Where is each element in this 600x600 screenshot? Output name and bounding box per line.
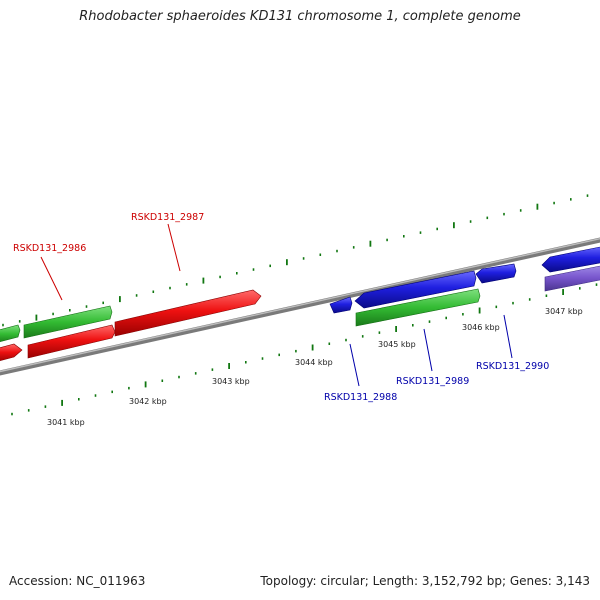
kbp-label-3041: 3041 kbp xyxy=(47,418,85,427)
gene-label-rskd131-2989[interactable]: RSKD131_2989 xyxy=(396,376,469,387)
gene-label-rskd131-2990[interactable]: RSKD131_2990 xyxy=(476,361,549,372)
gene-rskd131-2989[interactable] xyxy=(354,270,477,309)
backbone-highlight xyxy=(0,237,600,373)
gene-rskd131-2987[interactable] xyxy=(114,289,262,337)
gene-red-2986b[interactable] xyxy=(27,324,116,359)
kbp-label-3044: 3044 kbp xyxy=(295,358,333,367)
leader-rskd131-2990 xyxy=(503,314,513,359)
kbp-label-3043: 3043 kbp xyxy=(212,377,250,386)
gene-label-rskd131-2986[interactable]: RSKD131_2986 xyxy=(13,243,86,254)
leader-rskd131-2988 xyxy=(349,343,360,387)
genome-stats-text: Topology: circular; Length: 3,152,792 bp… xyxy=(260,574,590,588)
gene-rskd131-2986[interactable] xyxy=(23,305,113,339)
leader-rskd131-2986 xyxy=(40,256,63,301)
gene-green-partial-left[interactable] xyxy=(0,324,21,343)
kbp-label-3046: 3046 kbp xyxy=(462,323,500,332)
leader-rskd131-2987 xyxy=(167,223,181,272)
kbp-label-3047: 3047 kbp xyxy=(545,307,583,316)
gene-label-rskd131-2988[interactable]: RSKD131_2988 xyxy=(324,392,397,403)
inner-tick-row xyxy=(11,283,598,416)
gene-label-rskd131-2987[interactable]: RSKD131_2987 xyxy=(131,212,204,223)
kbp-label-3045: 3045 kbp xyxy=(378,340,416,349)
chromosome-backbone xyxy=(0,237,600,376)
gene-rskd131-2990[interactable] xyxy=(475,263,517,284)
gene-purple-partial-right[interactable] xyxy=(544,265,600,292)
accession-text: Accession: NC_011963 xyxy=(9,574,146,588)
map-title: Rhodobacter sphaeroides KD131 chromosome… xyxy=(79,9,521,24)
gene-green-2989b[interactable] xyxy=(355,288,481,327)
gene-blue-partial-right[interactable] xyxy=(541,246,600,273)
kbp-label-3042: 3042 kbp xyxy=(129,397,167,406)
outer-tick-row xyxy=(2,194,589,327)
leader-rskd131-2989 xyxy=(423,328,433,372)
gene-rskd131-2988[interactable] xyxy=(329,296,353,314)
kbp-labels: 3041 kbp 3042 kbp 3043 kbp 3044 kbp 3045… xyxy=(47,307,583,427)
gene-red-partial-left[interactable] xyxy=(0,343,23,362)
